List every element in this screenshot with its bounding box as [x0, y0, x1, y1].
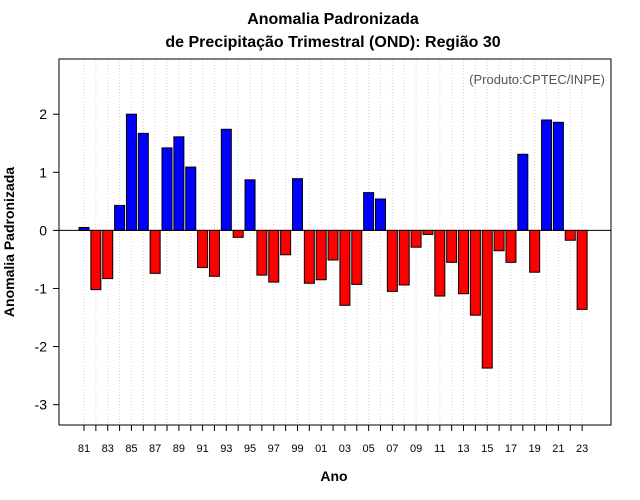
bar-92: [208, 229, 220, 277]
y-axis: -3 -2 -1 0 1 2: [35, 106, 59, 413]
bar-10: [422, 229, 434, 235]
bar-07: [386, 229, 398, 292]
bar-11: [434, 229, 446, 297]
bar-16: [493, 229, 505, 252]
x-tick-label: 01: [315, 443, 327, 455]
bar-15: [481, 229, 493, 369]
x-tick-label: 09: [410, 443, 422, 455]
y-tick-label: -2: [35, 339, 48, 355]
x-tick-label: 11: [434, 443, 445, 455]
x-tick-label: 13: [457, 443, 469, 455]
bar-03: [339, 229, 351, 306]
bar-93: [220, 128, 232, 231]
bar-97: [268, 229, 280, 283]
bar-09: [410, 229, 422, 248]
bar-02: [327, 229, 339, 261]
bar-01: [315, 229, 327, 281]
bar-87: [149, 229, 161, 274]
bar-82: [90, 229, 102, 291]
bar-13: [458, 229, 470, 295]
bar-90: [185, 166, 197, 231]
plot-frame: [58, 58, 612, 426]
chart-subtitle: de Precipitação Trimestral (OND): Região…: [165, 34, 500, 51]
x-tick-label: 95: [244, 443, 256, 455]
x-tick-label: 99: [291, 443, 303, 455]
bar-08: [398, 229, 410, 286]
bar-85: [125, 113, 137, 231]
x-tick-label: 83: [102, 443, 114, 455]
credit-annotation: (Produto:CPTEC/INPE): [469, 72, 605, 87]
x-tick-label: 15: [481, 443, 493, 455]
bar-95: [244, 179, 256, 231]
bar-04: [351, 229, 363, 285]
bar-12: [446, 229, 458, 263]
bar-series: [78, 113, 588, 369]
bar-91: [197, 229, 209, 269]
bar-84: [114, 204, 126, 231]
x-axis: 81 83 85 87 89 91 93 95 97 99 01 03 05 07 09 11 13 15 17 19…: [78, 425, 588, 455]
bar-17: [505, 229, 517, 263]
bar-99: [291, 178, 303, 231]
x-tick-label: 03: [339, 443, 351, 455]
y-tick-label: -1: [35, 280, 48, 296]
bar-94: [232, 229, 244, 238]
bar-86: [137, 132, 149, 231]
x-tick-label: 23: [576, 443, 588, 455]
y-tick-label: -3: [35, 397, 48, 413]
bar-20: [541, 119, 553, 231]
x-tick-label: 87: [149, 443, 161, 455]
y-tick-label: 1: [39, 164, 47, 180]
x-tick-label: 21: [552, 443, 564, 455]
bar-19: [529, 229, 541, 273]
x-tick-label: 85: [125, 443, 137, 455]
x-axis-label: Ano: [320, 468, 347, 484]
x-tick-label: 89: [173, 443, 185, 455]
bar-18: [517, 153, 529, 231]
bar-23: [576, 229, 588, 310]
x-tick-label: 07: [386, 443, 398, 455]
x-tick-label: 05: [363, 443, 375, 455]
x-tick-label: 91: [196, 443, 208, 455]
x-tick-label: 93: [220, 443, 232, 455]
bar-21: [552, 121, 564, 231]
bar-06: [375, 198, 386, 231]
x-tick-label: 17: [505, 443, 517, 455]
bar-98: [280, 229, 292, 256]
x-tick-label: 81: [78, 443, 90, 455]
chart-title: Anomalia Padronizada: [247, 11, 419, 28]
bar-14: [469, 229, 481, 316]
bar-96: [256, 229, 268, 276]
y-tick-label: 2: [39, 106, 47, 122]
bar-22: [564, 229, 576, 241]
bar-88: [161, 147, 173, 231]
y-tick-label: 0: [39, 222, 47, 238]
bar-05: [363, 192, 375, 231]
bar-83: [102, 229, 114, 280]
x-tick-label: 19: [529, 443, 541, 455]
y-axis-label: Anomalia Padronizada: [1, 167, 17, 317]
bar-89: [173, 136, 185, 231]
x-tick-label: 97: [268, 443, 280, 455]
bar-00: [303, 229, 315, 284]
